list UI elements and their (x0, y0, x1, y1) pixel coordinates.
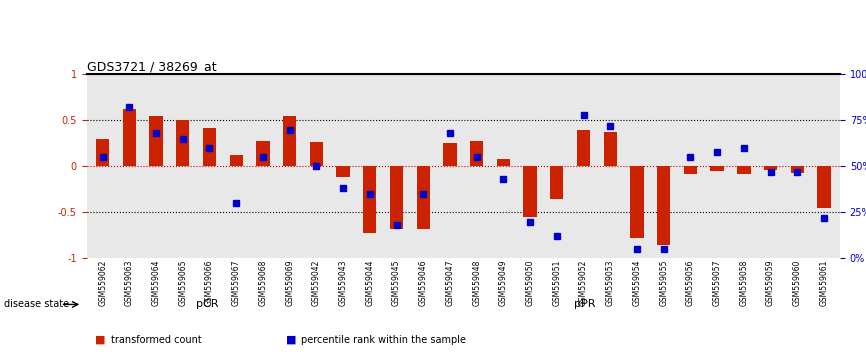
Bar (470, 141, 483, 166)
Text: disease state: disease state (4, 299, 69, 309)
Bar (764, 166, 777, 170)
Bar (684, 166, 697, 174)
Text: GDS3721 / 38269_at: GDS3721 / 38269_at (87, 60, 216, 73)
Text: ■: ■ (286, 335, 296, 345)
Bar (657, 166, 670, 245)
Bar (390, 166, 404, 229)
Text: ■: ■ (95, 335, 106, 345)
Text: transformed count: transformed count (111, 335, 202, 345)
Bar (256, 141, 269, 166)
Bar (497, 159, 510, 166)
Bar (604, 132, 617, 166)
Bar (310, 142, 323, 166)
Text: pPR: pPR (573, 299, 595, 309)
Text: percentile rank within the sample: percentile rank within the sample (301, 335, 467, 345)
Bar (523, 166, 537, 217)
Bar (363, 166, 377, 233)
Bar (123, 109, 136, 166)
Bar (96, 139, 109, 166)
Bar (283, 116, 296, 166)
Text: pCR: pCR (197, 299, 219, 309)
Bar (710, 166, 724, 171)
Bar (203, 128, 216, 166)
Bar (630, 166, 643, 238)
Bar (229, 155, 242, 166)
Bar (443, 143, 456, 166)
Bar (577, 130, 591, 166)
Bar (550, 166, 564, 199)
Bar (791, 166, 804, 173)
Bar (336, 166, 350, 177)
Bar (176, 120, 190, 166)
Bar (417, 166, 430, 229)
Bar (818, 166, 830, 208)
Bar (737, 166, 751, 174)
Bar (149, 116, 163, 166)
